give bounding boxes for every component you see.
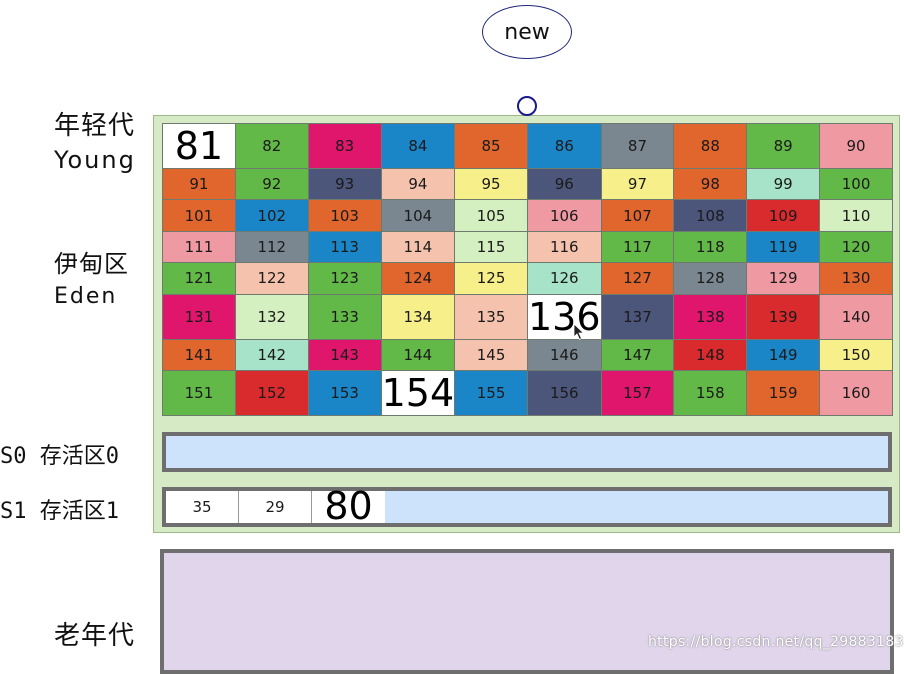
eden-object-cell: 110 <box>820 200 892 231</box>
eden-object-cell: 102 <box>235 200 308 231</box>
eden-object-cell: 104 <box>381 200 455 231</box>
allocation-pointer-icon <box>517 96 537 116</box>
eden-object-cell: 151 <box>163 370 235 415</box>
survivor-object-cell: 80 <box>312 487 385 525</box>
eden-object-cell: 101 <box>163 200 235 231</box>
survivor-object-cell: 35 <box>166 491 239 523</box>
eden-object-cell: 130 <box>820 263 892 294</box>
eden-object-cell: 96 <box>528 169 601 200</box>
eden-object-cell: 105 <box>455 200 527 231</box>
eden-object-cell: 143 <box>308 339 381 370</box>
eden-object-cell: 128 <box>674 263 747 294</box>
eden-object-cell: 149 <box>747 339 820 370</box>
eden-object-cell: 120 <box>820 231 892 263</box>
eden-object-cell: 121 <box>163 263 235 294</box>
eden-object-cell: 123 <box>308 263 381 294</box>
eden-object-cell: 108 <box>674 200 747 231</box>
eden-object-cell: 126 <box>528 263 601 294</box>
eden-object-cell: 93 <box>308 169 381 200</box>
old-generation-box <box>160 549 894 674</box>
eden-object-cell: 140 <box>820 294 892 339</box>
survivor-0-box <box>162 432 892 472</box>
eden-label-en: Eden <box>54 284 118 309</box>
eden-grid: 81 82 83 84 85 86 87 88 89 90 91 92 93 94 95 96 97 98 99 10… <box>162 123 893 416</box>
young-generation-label-en: Young <box>54 146 136 174</box>
eden-object-cell: 82 <box>235 124 308 168</box>
eden-object-cell: 139 <box>747 294 820 339</box>
eden-object-cell: 138 <box>674 294 747 339</box>
eden-object-cell: 85 <box>455 124 527 168</box>
eden-object-cell: 122 <box>235 263 308 294</box>
eden-object-cell: 137 <box>601 294 674 339</box>
eden-object-cell: 81 <box>163 124 235 168</box>
eden-object-cell: 118 <box>674 231 747 263</box>
eden-object-cell: 148 <box>674 339 747 370</box>
mouse-cursor-icon <box>573 323 585 341</box>
eden-object-cell: 135 <box>455 294 527 339</box>
new-label: new <box>504 19 550 45</box>
eden-object-cell: 159 <box>747 370 820 415</box>
eden-object-cell: 107 <box>601 200 674 231</box>
eden-object-cell: 136 <box>528 294 601 339</box>
eden-object-cell: 112 <box>235 231 308 263</box>
eden-object-cell: 89 <box>747 124 820 168</box>
eden-object-cell: 98 <box>674 169 747 200</box>
new-ellipse: new <box>482 5 572 59</box>
eden-object-cell: 141 <box>163 339 235 370</box>
eden-object-cell: 124 <box>381 263 455 294</box>
eden-object-cell: 83 <box>308 124 381 168</box>
survivor-0-label: S0 存活区0 <box>0 444 119 469</box>
eden-object-cell: 144 <box>381 339 455 370</box>
eden-object-cell: 146 <box>528 339 601 370</box>
eden-object-cell: 97 <box>601 169 674 200</box>
eden-object-cell: 109 <box>747 200 820 231</box>
eden-object-cell: 113 <box>308 231 381 263</box>
survivor-1-label: S1 存活区1 <box>0 499 119 524</box>
eden-object-cell: 156 <box>528 370 601 415</box>
eden-object-cell: 160 <box>820 370 892 415</box>
eden-object-cell: 114 <box>381 231 455 263</box>
eden-object-cell: 157 <box>601 370 674 415</box>
eden-object-cell: 100 <box>820 169 892 200</box>
eden-label: 伊甸区 <box>54 250 129 278</box>
old-generation-label: 老年代 <box>54 621 136 651</box>
eden-object-cell: 116 <box>528 231 601 263</box>
eden-object-cell: 92 <box>235 169 308 200</box>
eden-object-cell: 127 <box>601 263 674 294</box>
eden-object-cell: 94 <box>381 169 455 200</box>
eden-object-cell: 134 <box>381 294 455 339</box>
watermark: https://blog.csdn.net/qq_29883183 <box>648 634 904 650</box>
eden-object-cell: 106 <box>528 200 601 231</box>
eden-object-cell: 103 <box>308 200 381 231</box>
survivor-1-box: 35 29 80 <box>162 487 892 527</box>
eden-object-cell: 158 <box>674 370 747 415</box>
eden-object-cell: 84 <box>381 124 455 168</box>
eden-object-cell: 133 <box>308 294 381 339</box>
eden-object-cell: 91 <box>163 169 235 200</box>
eden-object-cell: 129 <box>747 263 820 294</box>
eden-object-cell: 155 <box>455 370 527 415</box>
eden-object-cell: 145 <box>455 339 527 370</box>
eden-object-cell: 153 <box>308 370 381 415</box>
eden-object-cell: 111 <box>163 231 235 263</box>
young-generation-label: 年轻代 <box>54 111 136 141</box>
eden-object-cell: 150 <box>820 339 892 370</box>
eden-object-cell: 154 <box>381 370 455 415</box>
eden-object-cell: 125 <box>455 263 527 294</box>
eden-object-cell: 142 <box>235 339 308 370</box>
eden-object-cell: 86 <box>528 124 601 168</box>
eden-object-cell: 90 <box>820 124 892 168</box>
eden-object-cell: 152 <box>235 370 308 415</box>
eden-object-cell: 95 <box>455 169 527 200</box>
eden-object-cell: 119 <box>747 231 820 263</box>
eden-object-cell: 117 <box>601 231 674 263</box>
eden-object-cell: 99 <box>747 169 820 200</box>
eden-object-cell: 115 <box>455 231 527 263</box>
eden-object-cell: 147 <box>601 339 674 370</box>
eden-object-cell: 88 <box>674 124 747 168</box>
eden-object-cell: 131 <box>163 294 235 339</box>
eden-object-cell: 132 <box>235 294 308 339</box>
eden-object-cell: 87 <box>601 124 674 168</box>
survivor-object-cell: 29 <box>239 491 312 523</box>
